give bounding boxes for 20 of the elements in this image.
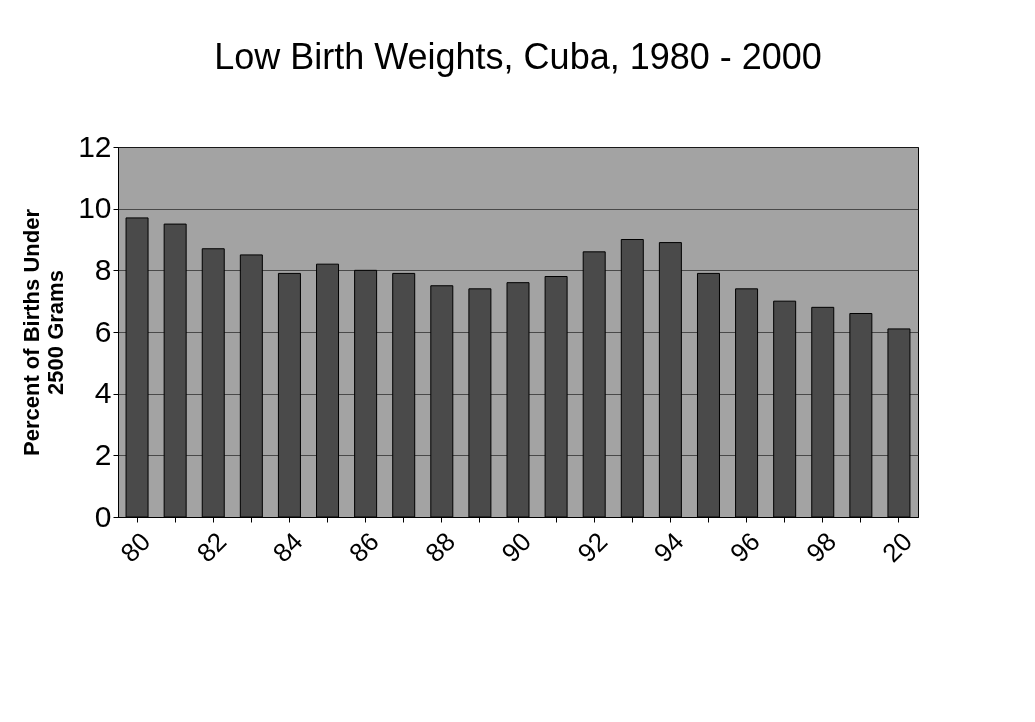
x-tick-label: 96 [724,526,766,569]
y-tick-label: 8 [94,252,112,286]
x-tick-label: 84 [266,526,309,569]
y-tick-label: 12 [78,129,112,163]
x-tick-label: 98 [800,526,842,569]
x-tick-label: 90 [495,526,538,569]
x-tick-label: 86 [343,526,385,569]
x-tick-label: 80 [114,526,157,569]
x-tick-label: 20 [876,526,919,569]
x-tick-label: 94 [647,526,690,569]
x-tick-label: 82 [190,526,233,569]
y-axis-title: Percent of Births Under 2500 Grams [19,208,69,456]
y-tick-label: 2 [94,437,112,471]
y-tick-label: 10 [78,191,112,225]
y-tick-label: 0 [94,499,112,533]
x-tick-label: 88 [419,526,461,569]
chart-title: Low Birth Weights, Cuba, 1980 - 2000 [214,36,822,77]
y-tick-label: 4 [94,376,112,410]
y-tick-label: 6 [94,314,112,348]
x-tick-label: 92 [571,526,614,569]
